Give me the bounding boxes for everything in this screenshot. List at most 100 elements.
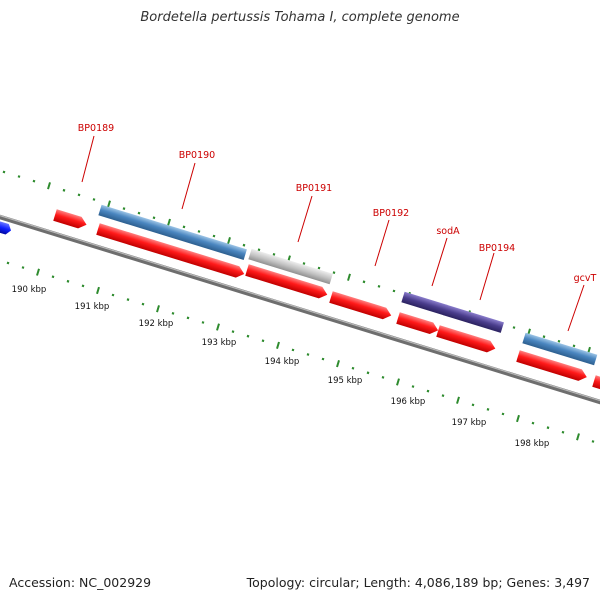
inner-scale-tick (6, 261, 10, 265)
scale-label: 190 kbp (12, 285, 47, 295)
inner-scale-tick (231, 330, 235, 334)
map-title: Bordetella pertussis Tohama I, complete … (140, 10, 460, 25)
inner-scale-tick (486, 408, 490, 411)
outer-scale-tick (62, 188, 66, 192)
cds-arrow-3[interactable] (245, 264, 329, 300)
gene-label[interactable]: BP0194 (479, 243, 515, 254)
outer-scale-tick (362, 280, 366, 284)
inner-scale-tick (561, 430, 565, 434)
outer-scale-tick (92, 198, 96, 201)
gene-blue-feature[interactable] (0, 218, 13, 236)
cds-arrow-8[interactable] (592, 375, 600, 393)
inner-scale-tick (546, 426, 550, 430)
inner-scale-tick (216, 323, 220, 331)
outer-scale-tick (557, 339, 561, 343)
outer-scale-tick (32, 179, 36, 183)
inner-scale-tick (426, 389, 430, 393)
outer-scale-tick (47, 182, 51, 190)
inner-scale-tick (66, 279, 70, 283)
inner-scale-tick (261, 339, 265, 343)
outer-scale-tick (332, 271, 336, 275)
outer-scale-tick (302, 262, 306, 265)
inner-scale-tick (471, 403, 475, 407)
inner-scale-tick (111, 293, 115, 297)
gene-label[interactable]: BP0190 (179, 150, 215, 161)
gene-label[interactable]: BP0192 (373, 208, 409, 219)
inner-scale-tick (36, 268, 40, 276)
gene-BP0190-feature[interactable] (98, 204, 247, 260)
scale-label: 197 kbp (452, 418, 487, 428)
gene-BP0191-feature[interactable] (248, 248, 333, 285)
scale-label: 192 kbp (139, 319, 174, 329)
outer-scale-tick (317, 266, 321, 270)
outer-scale-tick (152, 216, 156, 220)
outer-scale-tick (122, 207, 126, 210)
inner-scale-tick (456, 396, 460, 404)
scale-label: 196 kbp (391, 397, 426, 407)
genome-stats-text: Topology: circular; Length: 4,086,189 bp… (246, 575, 590, 590)
inner-scale-tick (516, 414, 520, 423)
inner-scale-tick (276, 341, 280, 349)
inner-scale-tick (321, 357, 325, 361)
inner-scale-tick (141, 302, 145, 306)
outer-scale-tick (242, 243, 246, 247)
inner-scale-tick (246, 334, 250, 338)
cds-track (53, 209, 600, 393)
scale-label: 198 kbp (515, 439, 550, 449)
gene-gcvT-feature[interactable] (522, 332, 598, 366)
outer-scale-tick (392, 289, 396, 293)
inner-scale-tick (411, 385, 415, 388)
cds-arrow-6[interactable] (436, 325, 497, 354)
cds-arrow-4[interactable] (329, 291, 393, 321)
inner-scale-tick (576, 433, 580, 441)
inner-scale-tick (51, 275, 55, 279)
scale-label: 191 kbp (75, 302, 110, 312)
gene-BP0194-feature[interactable] (443, 304, 504, 333)
inner-scale-tick (591, 440, 595, 443)
inner-scale-tick (171, 311, 175, 315)
gene-sodA-feature[interactable] (401, 291, 448, 316)
inner-scale-tick (396, 378, 400, 386)
inner-scale-tick (291, 348, 295, 352)
outer-scale-tick (347, 273, 351, 281)
inner-scale-tick (21, 266, 25, 269)
inner-scale-tick (81, 284, 85, 288)
inner-scale-tick (351, 366, 355, 370)
outer-scale-tick (542, 335, 546, 339)
cds-arrow-5[interactable] (396, 312, 440, 336)
inner-scale-tick (156, 305, 160, 313)
inner-scale-tick (126, 298, 130, 301)
cds-arrow-7[interactable] (516, 350, 588, 383)
inner-scale-tick (441, 394, 445, 398)
gene-label[interactable]: BP0191 (296, 183, 332, 194)
cds-arrow-1[interactable] (53, 209, 88, 230)
gene-track-upper (98, 204, 598, 366)
inner-scale-tick (306, 353, 310, 356)
gene-label[interactable]: gcvT (574, 273, 597, 284)
inner-scale-tick (501, 412, 505, 416)
inner-scale-tick (531, 421, 535, 425)
scale-labels: 190 kbp 191 kbp 192 kbp 193 kbp 194 kbp … (12, 285, 550, 449)
label-leaders (81, 135, 585, 332)
scale-label: 194 kbp (265, 357, 300, 367)
cds-arrow-2[interactable] (96, 223, 246, 279)
outer-scale-tick (212, 234, 216, 238)
outer-scale-tick (167, 218, 171, 226)
outer-scale-tick (197, 230, 201, 233)
inner-scale-tick (366, 371, 370, 375)
inner-scale-tick (96, 286, 100, 295)
outer-scale-tick (17, 175, 21, 178)
outer-scale-tick (512, 326, 516, 329)
outer-scale-tick (377, 284, 381, 288)
outer-scale-tick (77, 193, 81, 197)
gene-label[interactable]: sodA (436, 226, 460, 237)
outer-scale-tick (572, 344, 576, 348)
outer-scale-tick (257, 248, 261, 252)
gene-labels: BP0189 BP0190 BP0191 BP0192 sodA BP0194 … (78, 123, 597, 284)
gene-label[interactable]: BP0189 (78, 123, 114, 134)
outer-scale-tick (182, 225, 186, 229)
outer-scale-tick (2, 170, 6, 174)
outer-scale-tick (227, 237, 231, 245)
genome-backbone (0, 214, 600, 405)
